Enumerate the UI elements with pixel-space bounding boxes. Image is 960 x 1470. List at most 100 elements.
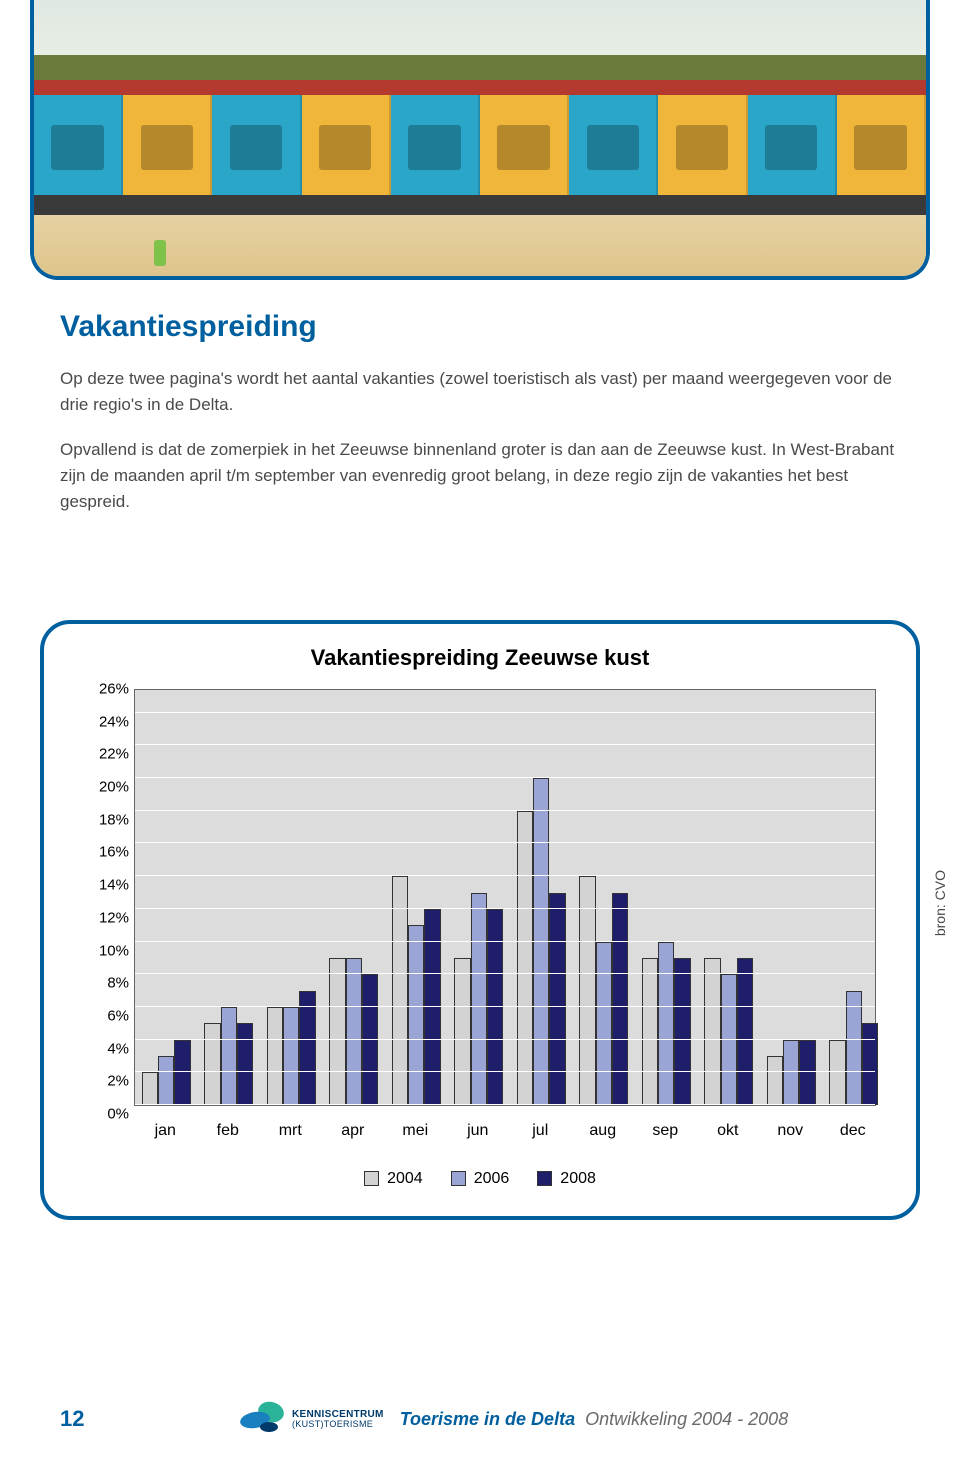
chart-gridline: [135, 777, 875, 778]
chart-xlabel: apr: [341, 1122, 364, 1140]
chart-source: bron: CVO: [932, 870, 948, 936]
chart-gridline: [135, 810, 875, 811]
footer-title: Toerisme in de Delta: [400, 1409, 575, 1430]
legend-label: 2006: [474, 1170, 510, 1188]
chart-gridline: [135, 1071, 875, 1072]
chart-xlabel: dec: [840, 1122, 866, 1140]
legend-swatch: [451, 1171, 466, 1186]
chart-bar: [596, 942, 612, 1105]
chart-gridline: [135, 1039, 875, 1040]
chart-xlabel: mrt: [279, 1122, 302, 1140]
logo-sub: (KUST)TOERISME: [292, 1419, 373, 1429]
chart-xlabel: feb: [217, 1122, 239, 1140]
chart-ytick: 0%: [59, 1106, 129, 1123]
article-paragraph-1: Op deze twee pagina's wordt het aantal v…: [60, 366, 900, 419]
chart-xlabel: jun: [467, 1122, 488, 1140]
chart-ytick: 20%: [59, 779, 129, 796]
photo-hut: [748, 95, 837, 205]
photo-hut: [569, 95, 658, 205]
chart-gridline: [135, 679, 875, 680]
chart-ytick: 16%: [59, 844, 129, 861]
chart-bar: [142, 1072, 158, 1105]
hero-photo: [30, 0, 930, 280]
chart-gridline: [135, 908, 875, 909]
chart-gridline: [135, 744, 875, 745]
chart-title: Vakantiespreiding Zeeuwse kust: [59, 639, 901, 671]
chart-bar: [267, 1007, 283, 1105]
chart-xlabel: jan: [155, 1122, 176, 1140]
chart-bar: [549, 893, 565, 1106]
chart-bar: [237, 1023, 253, 1105]
chart-bar: [329, 958, 345, 1105]
chart-legend: 2004 2006 2008: [59, 1170, 901, 1192]
chart-bar: [158, 1056, 174, 1105]
photo-hut: [480, 95, 569, 205]
article-title: Vakantiespreiding: [60, 310, 900, 344]
chart-bar: [658, 942, 674, 1105]
chart-bar: [612, 893, 628, 1106]
chart-ytick: 26%: [59, 681, 129, 698]
chart-ytick: 8%: [59, 975, 129, 992]
chart-gridline: [135, 875, 875, 876]
chart-ytick: 14%: [59, 877, 129, 894]
chart-bar: [471, 893, 487, 1106]
chart-ytick: 12%: [59, 909, 129, 926]
chart-gridline: [135, 842, 875, 843]
chart-plot: [134, 689, 876, 1106]
chart-xlabel: sep: [652, 1122, 678, 1140]
chart-ytick: 4%: [59, 1040, 129, 1057]
chart-ytick: 18%: [59, 811, 129, 828]
chart: Vakantiespreiding Zeeuwse kust 0% 2% 4% 6% 8…: [59, 639, 901, 1201]
photo-sand: [34, 215, 926, 276]
chart-bar: [283, 1007, 299, 1105]
chart-bar: [829, 1040, 845, 1105]
legend-label: 2008: [560, 1170, 596, 1188]
photo-hut: [658, 95, 747, 205]
chart-bar: [221, 1007, 237, 1105]
chart-bar: [674, 958, 690, 1105]
chart-gridline: [135, 712, 875, 713]
chart-bar: [454, 958, 470, 1105]
chart-ytick: 24%: [59, 713, 129, 730]
footer-subtitle: Ontwikkeling 2004 - 2008: [585, 1409, 788, 1430]
chart-bar: [783, 1040, 799, 1105]
page-footer: 12 KENNISCENTRUM (KUST)TOERISME Toerisme…: [60, 1402, 900, 1436]
photo-hut: [212, 95, 301, 205]
chart-ytick: 10%: [59, 942, 129, 959]
photo-hut: [391, 95, 480, 205]
chart-gridline: [135, 941, 875, 942]
chart-bar: [846, 991, 862, 1105]
chart-bar: [737, 958, 753, 1105]
chart-ytick: 6%: [59, 1007, 129, 1024]
legend-swatch: [537, 1171, 552, 1186]
legend-label: 2004: [387, 1170, 423, 1188]
photo-hut: [302, 95, 391, 205]
chart-bar: [204, 1023, 220, 1105]
photo-person: [154, 240, 166, 266]
chart-gridline: [135, 973, 875, 974]
logo-mark-icon: [240, 1402, 286, 1436]
logo-text: KENNISCENTRUM (KUST)TOERISME: [292, 1410, 384, 1429]
chart-xlabel: mei: [402, 1122, 428, 1140]
photo-hut: [837, 95, 926, 205]
chart-bar: [299, 991, 315, 1105]
chart-ytick: 22%: [59, 746, 129, 763]
chart-gridline: [135, 1006, 875, 1007]
chart-xlabel: nov: [777, 1122, 803, 1140]
chart-bar: [862, 1023, 878, 1105]
chart-bars: [135, 690, 875, 1105]
chart-bar: [767, 1056, 783, 1105]
page-number: 12: [60, 1406, 240, 1432]
chart-ytick: 2%: [59, 1073, 129, 1090]
chart-xlabel: aug: [589, 1122, 616, 1140]
chart-gridline: [135, 1104, 875, 1105]
chart-xlabel: jul: [532, 1122, 548, 1140]
legend-item: 2004: [364, 1170, 423, 1188]
article-paragraph-2: Opvallend is dat de zomerpiek in het Zee…: [60, 437, 900, 516]
chart-xlabel: okt: [717, 1122, 738, 1140]
legend-item: 2008: [537, 1170, 596, 1188]
chart-bar: [408, 925, 424, 1105]
chart-card: Vakantiespreiding Zeeuwse kust 0% 2% 4% 6% 8…: [40, 620, 920, 1220]
legend-swatch: [364, 1171, 379, 1186]
chart-bar: [174, 1040, 190, 1105]
